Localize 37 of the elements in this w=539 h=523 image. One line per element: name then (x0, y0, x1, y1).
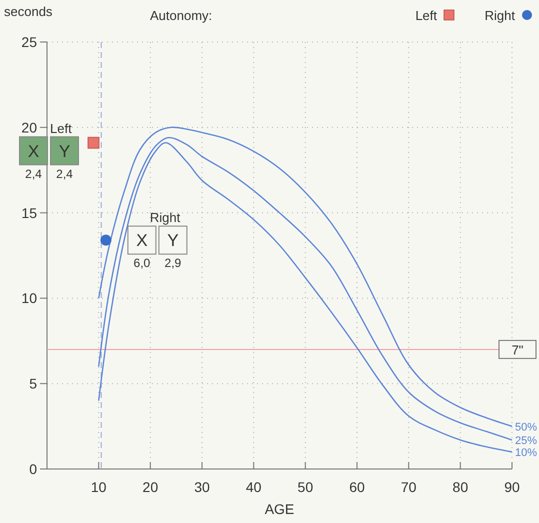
legend-label: Left (415, 8, 438, 23)
annotation: 2,9 (164, 256, 182, 270)
y-tick-label: 25 (21, 34, 38, 50)
annotation: Right (150, 210, 181, 226)
x-tick-label: 10 (90, 479, 107, 495)
annotation: X (136, 231, 148, 250)
x-tick-label: 90 (504, 479, 520, 495)
x-tick-label: 60 (349, 479, 365, 495)
x-tick-label: 30 (194, 479, 210, 495)
ref-line-label: 7" (512, 342, 524, 358)
y-tick-label: 15 (21, 204, 38, 221)
y-tick-label: 5 (29, 376, 38, 392)
x-tick-label: 40 (246, 479, 262, 495)
legend-title: Autonomy: (150, 8, 212, 23)
x-tick-label: 50 (298, 479, 314, 495)
annotation: 6,0 (134, 256, 151, 270)
y-tick-label: 10 (21, 290, 38, 306)
x-axis-title: AGE (264, 501, 294, 517)
annotation: Y (58, 142, 70, 161)
letter-field: Y (158, 226, 188, 255)
series-label: 50% (515, 421, 538, 434)
series-label: 25% (515, 434, 538, 447)
annotation: Y (167, 231, 179, 250)
y-tick-label: 20 (21, 119, 38, 136)
annotation: Left (50, 120, 72, 136)
x-tick-label: 20 (142, 479, 158, 495)
x-tick-label: 70 (400, 479, 417, 495)
letter-field: X (127, 226, 156, 255)
series-label: 10% (515, 446, 538, 459)
legend-label: Right (484, 8, 516, 23)
y-tick-label: 0 (29, 461, 38, 477)
letter-field: X (19, 136, 48, 166)
letter-field: Y (50, 136, 79, 166)
x-tick-label: 80 (452, 479, 468, 495)
annotation: 2,4 (56, 166, 74, 181)
text: 2,4 (25, 166, 42, 181)
y-axis-title: seconds (4, 4, 53, 19)
